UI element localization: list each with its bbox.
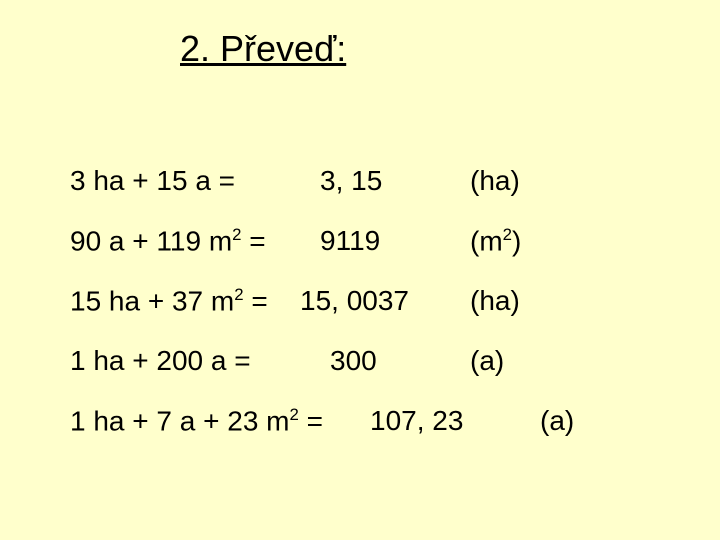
answer-2: 9119: [320, 225, 380, 257]
expression-3: 15 ha + 37 m2 =: [70, 285, 268, 317]
unit-3: (ha): [470, 285, 520, 317]
answer-4: 300: [330, 345, 377, 377]
answer-3: 15, 0037: [300, 285, 409, 317]
slide-container: 2. Převeď: 3 ha + 15 a = 3, 15 (ha) 90 a…: [0, 0, 720, 540]
answer-1: 3, 15: [320, 165, 382, 197]
expression-5: 1 ha + 7 a + 23 m2 =: [70, 405, 323, 437]
exercise-title: 2. Převeď:: [180, 28, 346, 70]
expression-2: 90 a + 119 m2 =: [70, 225, 266, 257]
unit-1: (ha): [470, 165, 520, 197]
unit-2: (m2): [470, 225, 521, 257]
unit-4: (a): [470, 345, 504, 377]
expression-4: 1 ha + 200 a =: [70, 345, 251, 377]
expression-1: 3 ha + 15 a =: [70, 165, 235, 197]
unit-5: (a): [540, 405, 574, 437]
answer-5: 107, 23: [370, 405, 463, 437]
